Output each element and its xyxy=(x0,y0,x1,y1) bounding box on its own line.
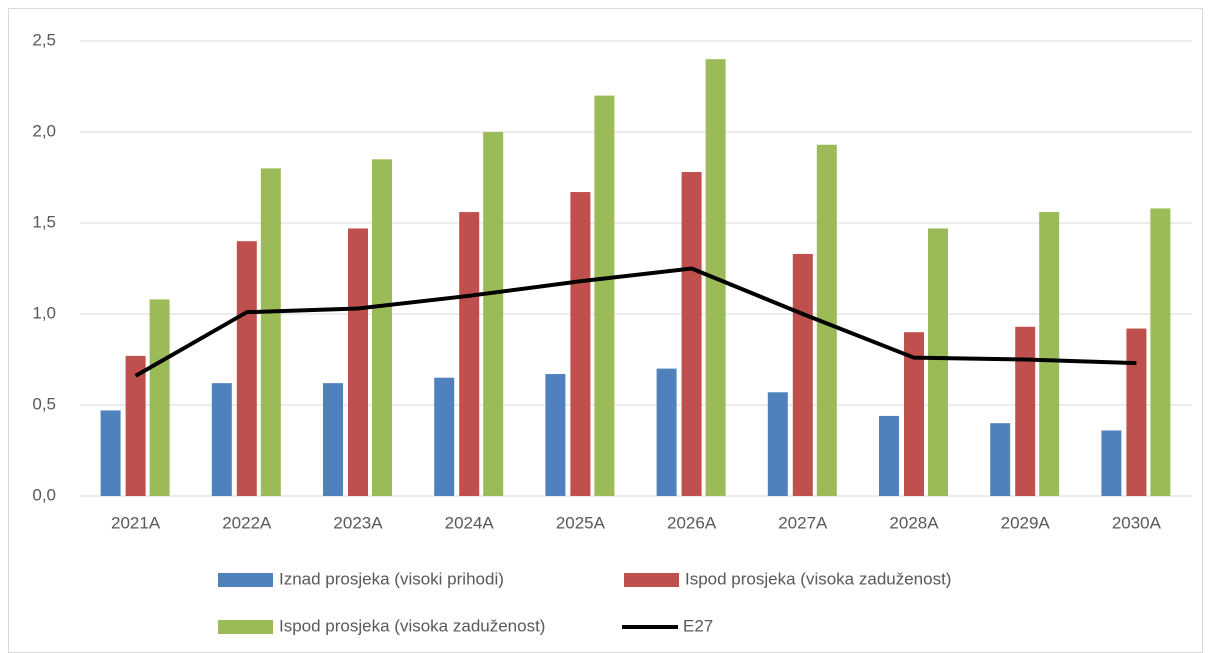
bar xyxy=(879,415,899,496)
bar xyxy=(594,95,615,496)
x-tick-label: 2030A xyxy=(1112,513,1162,532)
x-tick-label: 2028A xyxy=(889,513,939,532)
bar xyxy=(125,355,146,496)
bar xyxy=(236,241,257,496)
bar xyxy=(1150,208,1171,496)
bar xyxy=(459,212,480,496)
x-tick-label: 2023A xyxy=(333,513,383,532)
x-tick-label: 2026A xyxy=(667,513,717,532)
bar xyxy=(928,228,948,496)
bar xyxy=(348,228,368,496)
x-tick-label: 2027A xyxy=(778,513,828,532)
bar xyxy=(100,410,121,496)
x-tick-label: 2025A xyxy=(556,513,606,532)
bar xyxy=(656,368,677,496)
y-tick-label: 0,5 xyxy=(32,394,56,413)
x-tick-label: 2021A xyxy=(111,513,161,532)
y-tick-label: 1,5 xyxy=(32,212,56,231)
bar xyxy=(211,383,232,496)
y-tick-label: 2,5 xyxy=(32,30,56,49)
x-tick-label: 2024A xyxy=(445,513,495,532)
bar xyxy=(1015,326,1036,496)
legend-label: E27 xyxy=(683,616,713,635)
y-tick-label: 1,0 xyxy=(32,303,56,322)
x-tick-label: 2029A xyxy=(1001,513,1051,532)
x-tick-label: 2022A xyxy=(222,513,272,532)
legend-label: Ispod prosjeka (visoka zaduženost) xyxy=(685,569,951,588)
bar xyxy=(483,132,504,496)
bar xyxy=(792,253,813,496)
bar xyxy=(816,144,837,497)
y-tick-label: 2,0 xyxy=(32,121,56,140)
legend-label: Iznad prosjeka (visoki prihodi) xyxy=(279,569,504,588)
legend-swatch xyxy=(624,573,679,587)
bar xyxy=(1101,430,1122,496)
bar xyxy=(545,374,566,496)
bar xyxy=(260,168,281,496)
bar xyxy=(990,423,1011,496)
y-tick-label: 0,0 xyxy=(32,485,56,504)
bar xyxy=(1126,328,1147,496)
bar xyxy=(681,172,702,497)
bar xyxy=(149,299,170,496)
bar xyxy=(767,392,788,496)
bar xyxy=(570,192,591,496)
bar xyxy=(434,377,455,496)
bar xyxy=(323,383,343,496)
bar xyxy=(1039,212,1060,496)
line xyxy=(134,266,1137,378)
legend-swatch xyxy=(218,620,273,634)
bar xyxy=(372,159,392,497)
bar xyxy=(904,332,924,496)
legend-swatch xyxy=(218,573,273,587)
legend-label: Ispod prosjeka (visoka zaduženost) xyxy=(279,616,545,635)
